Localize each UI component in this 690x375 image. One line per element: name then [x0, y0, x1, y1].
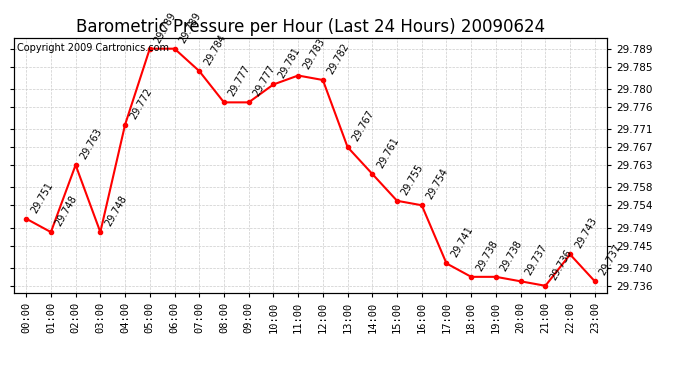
Text: 29.782: 29.782: [326, 41, 351, 76]
Text: 29.783: 29.783: [301, 37, 326, 71]
Text: 29.754: 29.754: [424, 166, 450, 201]
Text: 29.763: 29.763: [79, 126, 104, 161]
Text: 29.789: 29.789: [152, 10, 178, 45]
Text: 29.748: 29.748: [103, 194, 129, 228]
Text: 29.777: 29.777: [227, 64, 253, 98]
Text: 29.755: 29.755: [400, 162, 426, 196]
Text: 29.751: 29.751: [29, 180, 55, 214]
Text: 29.784: 29.784: [202, 33, 228, 67]
Text: 29.738: 29.738: [499, 238, 524, 273]
Text: 29.736: 29.736: [548, 247, 574, 282]
Text: 29.761: 29.761: [375, 135, 401, 170]
Text: 29.772: 29.772: [128, 86, 154, 121]
Text: 29.781: 29.781: [276, 46, 302, 80]
Text: 29.748: 29.748: [54, 194, 79, 228]
Text: 29.777: 29.777: [251, 64, 277, 98]
Text: 29.767: 29.767: [351, 108, 376, 143]
Title: Barometric Pressure per Hour (Last 24 Hours) 20090624: Barometric Pressure per Hour (Last 24 Ho…: [76, 18, 545, 36]
Text: 29.737: 29.737: [598, 243, 623, 277]
Text: 29.738: 29.738: [474, 238, 500, 273]
Text: 29.743: 29.743: [573, 216, 598, 250]
Text: 29.741: 29.741: [449, 225, 475, 259]
Text: 29.737: 29.737: [524, 243, 549, 277]
Text: 29.789: 29.789: [177, 10, 203, 45]
Text: Copyright 2009 Cartronics.com: Copyright 2009 Cartronics.com: [17, 43, 169, 52]
